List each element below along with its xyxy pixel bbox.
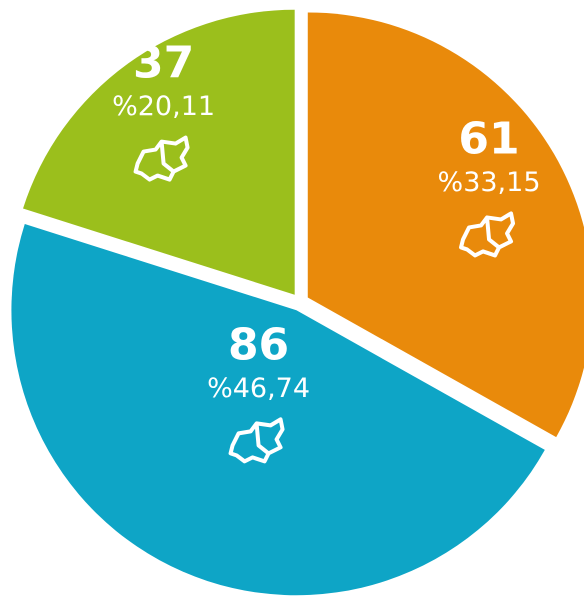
percent-label: %33,15	[438, 167, 541, 198]
map-icon	[459, 211, 516, 258]
map-icon	[133, 135, 190, 182]
pie-slice	[307, 12, 584, 438]
pie-slice	[11, 224, 545, 596]
percent-label: %20,11	[112, 91, 215, 122]
map-icon	[228, 417, 285, 464]
value-label: 37	[133, 38, 194, 89]
value-label: 86	[228, 319, 289, 370]
value-label: 61	[458, 113, 519, 164]
percent-label: %46,74	[207, 373, 310, 404]
pie-slice	[23, 9, 295, 295]
